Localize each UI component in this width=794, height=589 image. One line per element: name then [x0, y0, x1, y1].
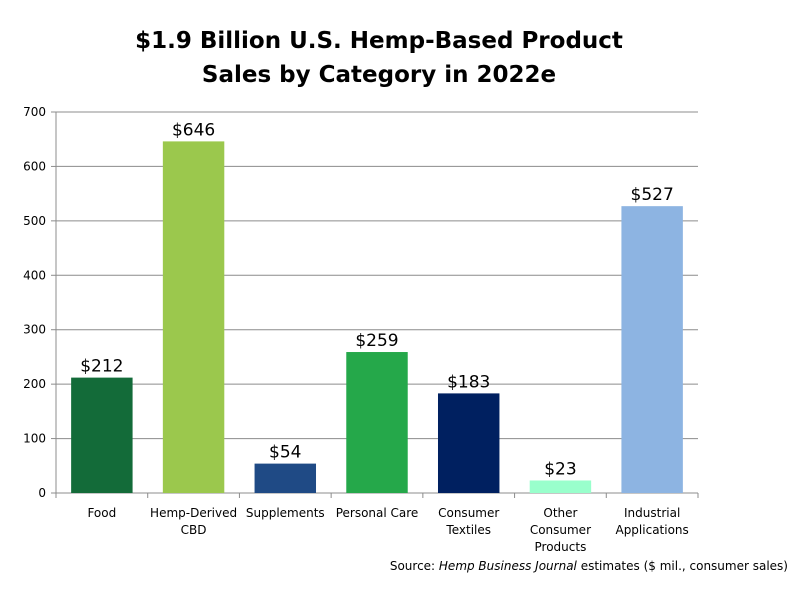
source-suffix: estimates ($ mil., consumer sales)	[576, 559, 788, 573]
x-tick-label: Consumer	[438, 506, 499, 520]
y-tick-label: 700	[23, 105, 46, 119]
y-tick-label: 600	[23, 159, 46, 173]
data-label: $646	[172, 120, 215, 140]
bar	[71, 377, 133, 493]
x-tick-label: Personal Care	[336, 506, 419, 520]
bar	[437, 393, 500, 493]
bar	[254, 463, 317, 493]
bar	[529, 480, 592, 493]
chart-subtitle: Sales by Category in 2022e	[202, 62, 556, 88]
x-tick-label: Consumer	[530, 523, 591, 537]
x-tick-label: Supplements	[246, 506, 325, 520]
bar	[346, 352, 408, 493]
bars	[71, 141, 683, 494]
y-tick-label: 400	[23, 268, 46, 282]
x-tick-label: Hemp-Derived	[150, 506, 237, 520]
x-tick-label: Industrial	[624, 506, 680, 520]
data-label: $259	[355, 331, 398, 351]
bar	[162, 141, 225, 494]
x-tick-label: Products	[535, 540, 587, 554]
data-label: $212	[80, 357, 123, 377]
x-tick-label: Textiles	[445, 523, 491, 537]
y-tick-label: 200	[23, 377, 46, 391]
x-tick-label: Applications	[615, 523, 688, 537]
y-tick-label: 0	[38, 486, 46, 500]
chart-title: $1.9 Billion U.S. Hemp-Based Product	[135, 28, 623, 54]
source-prefix: Source:	[389, 559, 439, 573]
bar	[621, 206, 683, 493]
y-tick-label: 100	[23, 432, 46, 446]
data-label: $183	[447, 372, 490, 392]
source-publication: Hemp Business Journal	[438, 559, 577, 573]
source-note: Source: Hemp Business Journal estimates …	[390, 559, 788, 573]
data-label: $54	[269, 443, 301, 463]
y-tick-label: 300	[23, 323, 46, 337]
x-tick-label: Food	[87, 506, 116, 520]
data-label: $527	[631, 185, 674, 205]
data-labels: $212 $646 $54 $259 $183 $23 $527	[80, 120, 674, 479]
y-tick-label: 500	[23, 214, 46, 228]
x-tick-label: CBD	[181, 523, 207, 537]
data-label: $23	[544, 459, 576, 479]
x-tick-label: Other	[543, 506, 577, 520]
